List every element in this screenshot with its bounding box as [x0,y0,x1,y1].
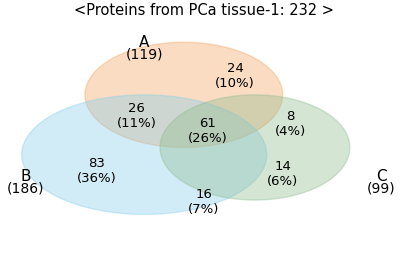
Text: (99): (99) [367,181,396,195]
Text: 8
(4%): 8 (4%) [275,109,306,138]
Text: 14
(6%): 14 (6%) [267,160,298,188]
Text: 16
(7%): 16 (7%) [188,188,219,217]
Ellipse shape [22,95,267,214]
Text: B: B [20,169,31,184]
Ellipse shape [160,95,350,200]
Text: 83
(36%): 83 (36%) [77,157,117,185]
Text: A: A [139,35,149,50]
Text: (119): (119) [126,47,163,61]
Text: 26
(11%): 26 (11%) [116,102,156,130]
Text: 24
(10%): 24 (10%) [215,62,255,90]
Ellipse shape [85,42,283,147]
Text: (186): (186) [7,181,44,195]
Text: C: C [376,169,387,184]
Title: <Proteins from PCa tissue-1: 232 >: <Proteins from PCa tissue-1: 232 > [74,3,334,18]
Text: 61
(26%): 61 (26%) [187,117,227,145]
